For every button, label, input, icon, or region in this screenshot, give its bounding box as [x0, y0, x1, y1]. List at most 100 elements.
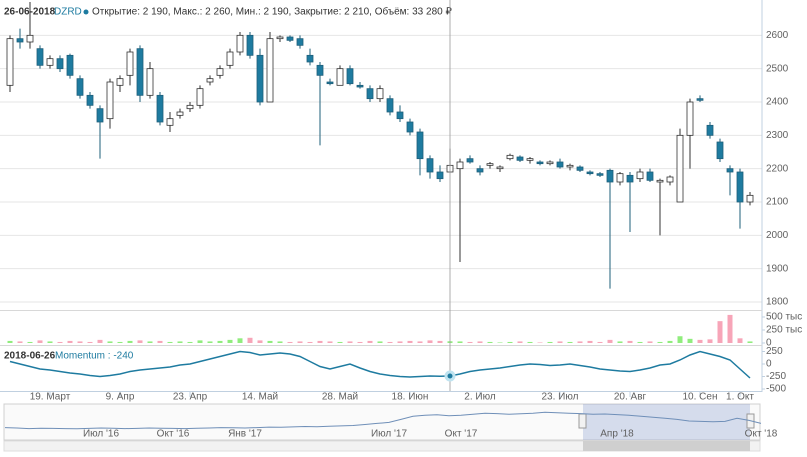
volume-bar: [157, 340, 163, 343]
volume-bar: [657, 341, 663, 343]
candle-body: [106, 81, 114, 120]
volume-bar: [377, 341, 383, 343]
volume-bar: [367, 340, 373, 343]
candle-body: [226, 51, 234, 66]
volume-bar: [717, 321, 723, 343]
volume-bar: [337, 341, 343, 343]
x-tick-label: 2. Июл: [464, 392, 496, 403]
volume-bar: [77, 341, 83, 343]
candle-body: [266, 38, 274, 103]
candle-body: [406, 121, 414, 133]
candle-body: [556, 161, 564, 168]
candle-body: [306, 54, 314, 63]
candle-body: [746, 194, 754, 203]
candle-body: [596, 173, 604, 176]
candle-body: [6, 38, 14, 86]
y-tick-label: 2300: [766, 130, 789, 141]
candle-body: [36, 48, 44, 66]
volume-bar: [107, 341, 113, 343]
volume-bar: [407, 340, 413, 343]
volume-bar: [487, 341, 493, 343]
candle-body: [456, 161, 464, 170]
volume-bar: [497, 342, 503, 343]
candle-body: [636, 171, 644, 180]
navigator-label: Окт '16: [157, 429, 190, 440]
candle-body: [276, 36, 284, 40]
y-tick-label: 2400: [766, 97, 789, 108]
x-tick-label: 18. Июн: [392, 392, 429, 403]
candle-body: [126, 51, 134, 76]
volume-bar: [117, 341, 123, 343]
volume-bar: [327, 341, 333, 343]
x-tick-label: 28. Май: [322, 392, 358, 403]
candle-body: [526, 158, 534, 161]
volume-bar: [257, 340, 263, 343]
volume-bar: [147, 341, 153, 343]
volume-bar: [417, 341, 423, 343]
volume-bar: [687, 338, 693, 343]
volume-bar: [97, 339, 103, 343]
volume-bar: [477, 341, 483, 343]
y-tick-label: 500 тыс: [766, 312, 802, 323]
momentum-date: 2018-06-26: [4, 351, 56, 362]
volume-bar: [237, 338, 243, 343]
navigator-label: Апр '18: [600, 429, 634, 440]
x-tick-label: 23. Июл: [542, 392, 579, 403]
volume-bar: [67, 340, 73, 343]
candle-body: [656, 179, 664, 183]
volume-bar: [127, 340, 133, 343]
volume-bar: [697, 339, 703, 343]
candle-body: [486, 163, 494, 166]
x-tick-label: 14. Май: [242, 392, 278, 403]
navigator-label: Окт '17: [445, 429, 478, 440]
volume-bar: [357, 341, 363, 343]
volume-bar: [217, 340, 223, 343]
volume-bar: [47, 341, 53, 343]
candle-body: [246, 34, 254, 56]
volume-bar: [667, 340, 673, 343]
navigator-handle[interactable]: [578, 413, 587, 429]
candle-body: [206, 78, 214, 83]
volume-bar: [517, 341, 523, 343]
candle-body: [466, 158, 474, 163]
candle-body: [216, 68, 224, 76]
candle-body: [606, 169, 614, 183]
candle-body: [646, 171, 654, 181]
volume-bar: [187, 341, 193, 343]
volume-bar: [37, 340, 43, 343]
candle-body: [726, 168, 734, 173]
candle-body: [56, 58, 64, 70]
scrollbar-thumb[interactable]: [583, 441, 750, 451]
volume-bar: [737, 338, 743, 343]
volume-bar: [617, 341, 623, 343]
crosshair-marker: [444, 370, 456, 382]
candle-body: [156, 94, 164, 123]
candle-body: [626, 174, 634, 183]
volume-bar: [567, 341, 573, 343]
candle-body: [416, 131, 424, 160]
momentum-label: Momentum : -240: [55, 351, 134, 362]
candle-body: [566, 164, 574, 168]
x-tick-label: 23. Апр: [173, 392, 208, 403]
volume-bar: [727, 314, 733, 343]
candle-body: [396, 111, 404, 120]
x-tick-label: 10. Сен: [683, 392, 718, 403]
candle-body: [666, 176, 674, 183]
volume-bar: [677, 336, 683, 343]
candle-body: [326, 81, 334, 85]
candle-body: [356, 84, 364, 88]
navigator-selection[interactable]: [583, 404, 750, 440]
volume-bar: [227, 339, 233, 343]
y-tick-label: 2500: [766, 63, 789, 74]
volume-bar: [457, 341, 463, 343]
header-bullet: [83, 9, 89, 15]
candle-body: [236, 34, 244, 53]
volume-bar: [507, 341, 513, 343]
candle-body: [66, 54, 74, 76]
candle-body: [376, 88, 384, 100]
candle-body: [386, 98, 394, 113]
volume-bar: [467, 341, 473, 343]
scrollbar[interactable]: [3, 440, 761, 452]
